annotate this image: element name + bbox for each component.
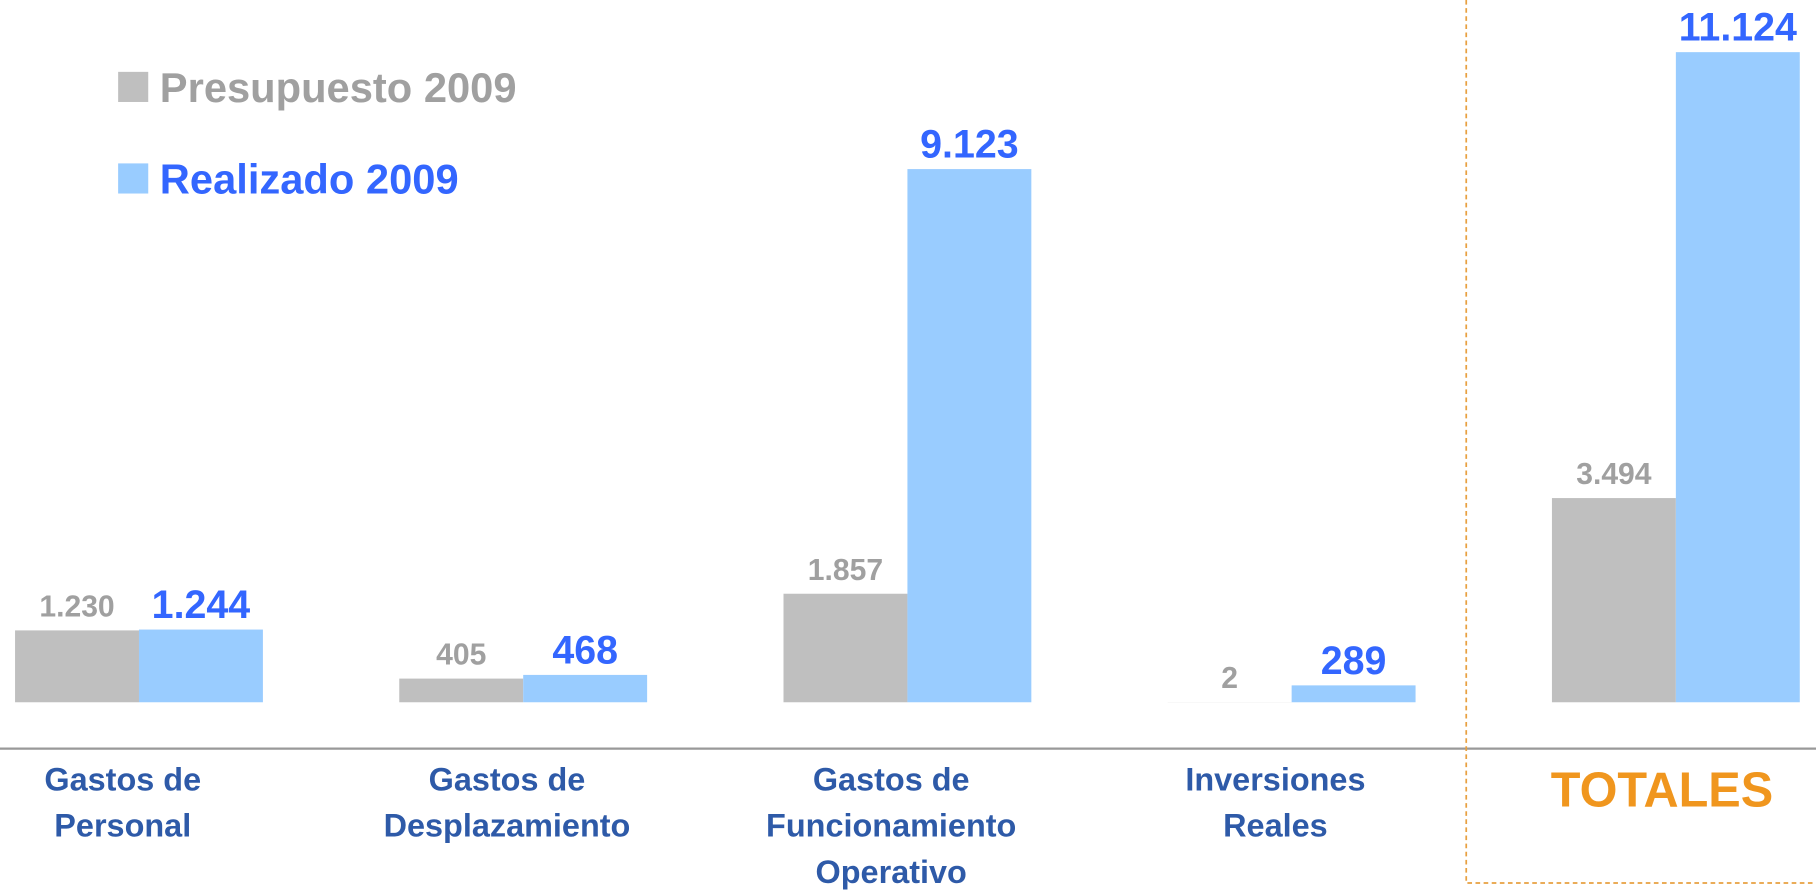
value-label: 289 — [1321, 639, 1387, 683]
value-label: 468 — [552, 628, 618, 672]
bar — [1675, 52, 1800, 703]
bar — [523, 674, 648, 703]
bar — [907, 169, 1032, 703]
legend-swatch — [118, 71, 149, 102]
value-label: 3.494 — [1576, 458, 1652, 491]
totals-frame — [1465, 0, 1816, 884]
x-tick-label: Gastos de Personal — [44, 761, 201, 843]
value-label: 11.124 — [1679, 6, 1797, 50]
legend-label: Realizado 2009 — [160, 156, 459, 203]
value-label: 2 — [1221, 662, 1238, 695]
x-tick-label: Inversiones Reales — [1185, 761, 1365, 843]
value-label: 9.123 — [920, 122, 1019, 166]
bar — [399, 678, 524, 703]
bar — [1291, 685, 1416, 703]
bar — [783, 593, 908, 703]
bar — [15, 630, 139, 703]
legend-label: Presupuesto 2009 — [160, 64, 517, 111]
value-label: 1.244 — [152, 583, 251, 627]
bar — [1551, 498, 1676, 703]
legend-swatch — [118, 163, 149, 194]
x-tick-label: Gastos de Desplazamiento — [384, 761, 631, 843]
x-tick-label: TOTALES — [1551, 764, 1773, 818]
value-label: 1.230 — [39, 590, 114, 623]
value-label: 1.857 — [808, 554, 883, 587]
value-label: 405 — [436, 639, 486, 672]
bar — [138, 629, 263, 703]
x-tick-label: Gastos de Funcionamiento Operativo — [766, 761, 1016, 890]
